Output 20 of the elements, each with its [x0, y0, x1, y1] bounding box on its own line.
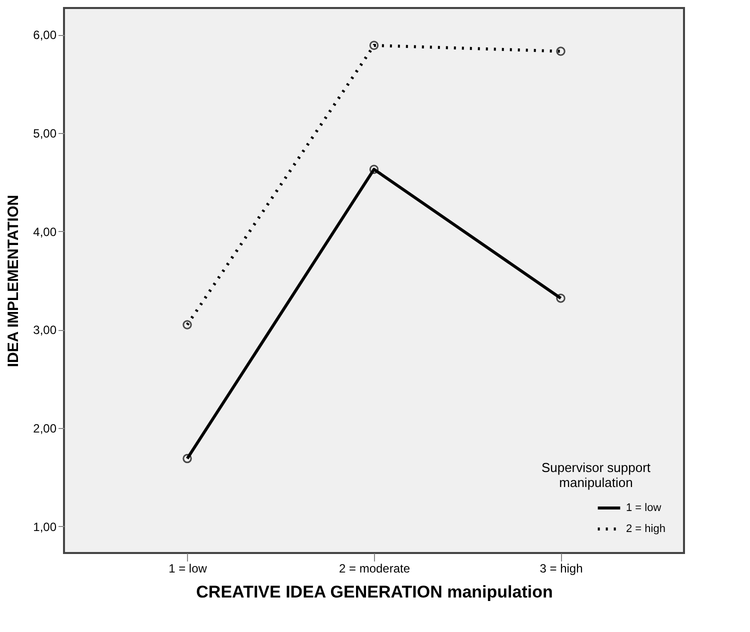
- y-tick-label: 1,00: [33, 520, 57, 534]
- legend-label: 2 = high: [626, 523, 666, 535]
- point: [556, 46, 566, 56]
- y-axis-title: IDEA IMPLEMENTATION: [5, 194, 22, 368]
- y-tick-label: 3,00: [33, 323, 57, 338]
- point: [369, 40, 379, 50]
- y-tick-label: 5,00: [33, 126, 57, 140]
- y-tick-label: 2,00: [33, 422, 57, 436]
- point: [182, 454, 192, 464]
- y-tick-label: 4,00: [33, 224, 57, 239]
- x-tick-label: 3 = high: [540, 562, 583, 576]
- y-tick-label: 6,00: [33, 28, 57, 42]
- x-tick-label: 1 = low: [168, 562, 208, 576]
- legend-label: 1 = low: [626, 502, 662, 514]
- x-tick-label: 2 = moderate: [338, 562, 410, 576]
- point: [182, 320, 192, 330]
- legend-title: Supervisor support manipulation: [541, 460, 651, 490]
- point: [556, 294, 566, 303]
- point: [369, 164, 379, 174]
- x-axis-title: CREATIVE IDEA GENERATION manipulation: [196, 582, 553, 602]
